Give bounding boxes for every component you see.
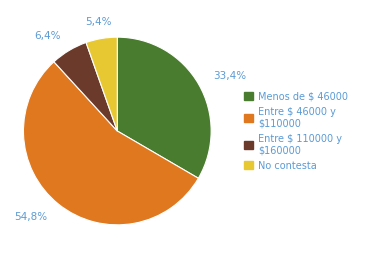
Wedge shape (23, 62, 198, 225)
Wedge shape (86, 37, 117, 131)
Wedge shape (117, 37, 211, 178)
Text: 54,8%: 54,8% (15, 212, 48, 222)
Text: 6,4%: 6,4% (34, 31, 60, 41)
Legend: Menos de $ 46000, Entre $ 46000 y
$110000, Entre $ 110000 y
$160000, No contesta: Menos de $ 46000, Entre $ 46000 y $11000… (244, 91, 348, 171)
Wedge shape (54, 42, 117, 131)
Text: 5,4%: 5,4% (85, 17, 112, 27)
Text: 33,4%: 33,4% (213, 71, 246, 81)
